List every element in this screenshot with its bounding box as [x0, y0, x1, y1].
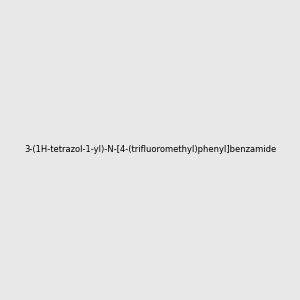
Text: 3-(1H-tetrazol-1-yl)-N-[4-(trifluoromethyl)phenyl]benzamide: 3-(1H-tetrazol-1-yl)-N-[4-(trifluorometh… — [24, 146, 276, 154]
